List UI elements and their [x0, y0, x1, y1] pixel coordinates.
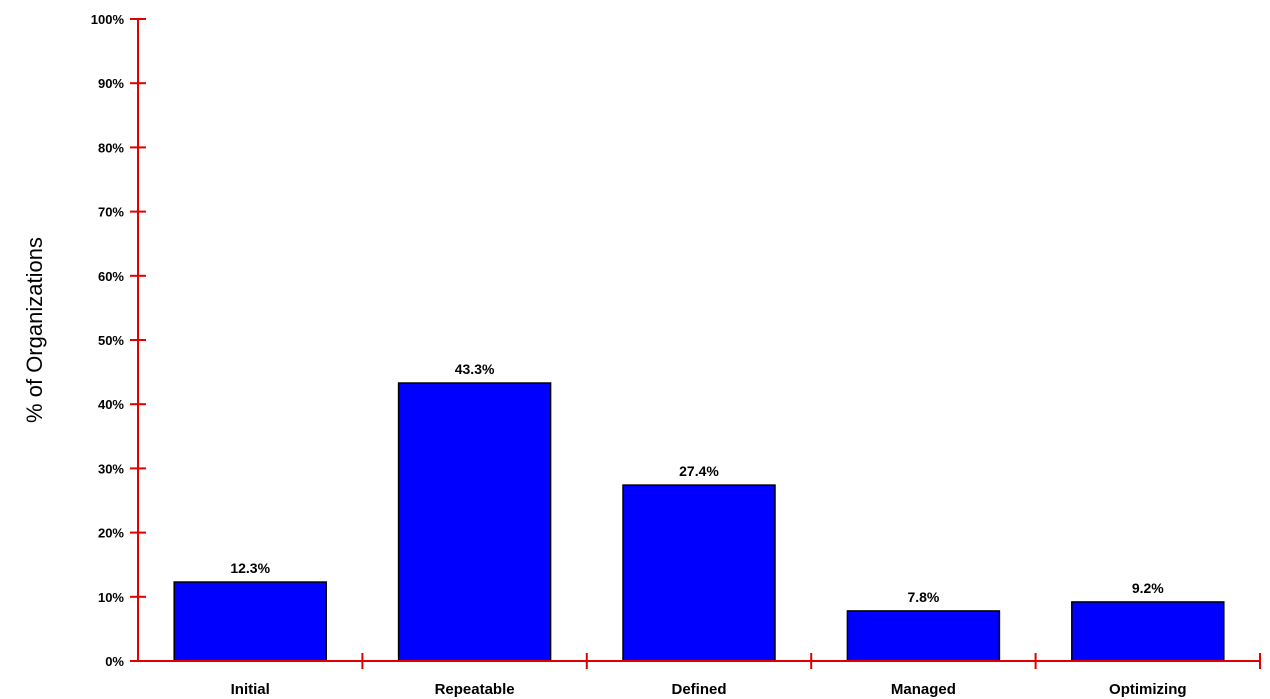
y-tick-label: 20%	[98, 526, 124, 541]
data-label-repeatable: 43.3%	[455, 361, 495, 377]
data-label-defined: 27.4%	[679, 463, 719, 479]
bar-repeatable	[397, 382, 552, 662]
y-tick-label: 60%	[98, 269, 124, 284]
y-tick-label: 40%	[98, 397, 124, 412]
y-tick-label: 70%	[98, 205, 124, 220]
y-axis-title: % of Organizations	[22, 237, 47, 423]
bar-managed	[846, 610, 1001, 662]
y-tick-label: 100%	[91, 12, 125, 27]
y-tick-label: 10%	[98, 590, 124, 605]
bar-defined	[622, 484, 776, 662]
x-tick-label-optimizing: Optimizing	[1109, 681, 1187, 698]
data-label-optimizing: 9.2%	[1132, 580, 1164, 596]
y-tick-label: 90%	[98, 76, 124, 91]
axes-group	[130, 18, 1261, 669]
data-label-initial: 12.3%	[230, 560, 270, 576]
y-tick-label: 30%	[98, 461, 124, 476]
data-label-managed: 7.8%	[907, 589, 939, 605]
bars-group	[173, 382, 1225, 662]
y-tick-label: 50%	[98, 333, 124, 348]
x-tick-label-managed: Managed	[891, 681, 956, 698]
bar-initial	[173, 581, 327, 662]
x-tick-label-initial: Initial	[231, 681, 270, 698]
x-tick-label-repeatable: Repeatable	[435, 681, 515, 698]
y-tick-label: 80%	[98, 140, 124, 155]
x-tick-label-defined: Defined	[671, 681, 726, 698]
labels-group: 12.3% Initial 43.3% Repeatable 27.4% Defined 7…	[91, 12, 1187, 698]
y-tick-label: 0%	[105, 654, 124, 669]
bar-optimizing	[1071, 601, 1225, 662]
